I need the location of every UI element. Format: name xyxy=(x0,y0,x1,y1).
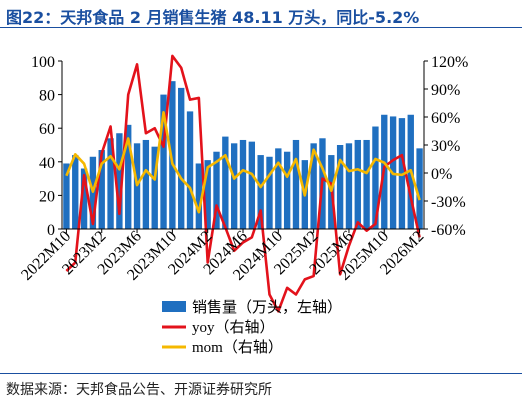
bar-2026M2 xyxy=(416,148,423,229)
bars-group xyxy=(63,81,423,229)
title-rule xyxy=(0,27,522,28)
left-tick-label: 0 xyxy=(47,222,55,239)
bar-2023M9 xyxy=(160,94,167,229)
bar-2023M3 xyxy=(107,138,114,229)
mom-line xyxy=(65,111,421,214)
legend-label-mom: mom（右轴） xyxy=(192,339,283,356)
left-tick-label: 40 xyxy=(39,155,55,172)
right-tick-label: 0% xyxy=(431,166,452,183)
legend-swatch-sales xyxy=(162,301,186,312)
bar-2025M5 xyxy=(336,145,344,229)
left-tick-label: 60 xyxy=(39,121,55,138)
right-tick-label: -30% xyxy=(431,194,466,211)
bar-2024M3 xyxy=(213,151,220,229)
right-tick-label: 120% xyxy=(431,54,468,71)
bar-2024M10 xyxy=(275,148,282,229)
bar-2023M12 xyxy=(186,111,194,229)
source-rule xyxy=(0,373,522,374)
bar-2024M6 xyxy=(239,139,247,229)
bar-2023M7 xyxy=(142,139,150,229)
bar-2024M1 xyxy=(195,163,203,229)
bar-2023M10 xyxy=(169,81,176,229)
bar-2024M7 xyxy=(248,141,256,229)
left-tick-label: 80 xyxy=(39,88,55,105)
bar-2023M5 xyxy=(125,124,132,229)
right-tick-label: 90% xyxy=(431,82,460,99)
bar-2023M4 xyxy=(116,133,123,229)
legend-label-yoy: yoy（右轴） xyxy=(192,319,275,336)
right-tick-label: -60% xyxy=(431,222,466,239)
bar-2022M11 xyxy=(72,155,79,229)
bar-2025M8 xyxy=(363,139,370,229)
bar-2025M7 xyxy=(354,139,361,229)
left-tick-label: 100 xyxy=(31,54,55,71)
right-tick-label: 30% xyxy=(431,138,460,155)
legend-label-sales: 销售量（万头，左轴） xyxy=(192,299,342,316)
bar-2024M9 xyxy=(266,156,273,229)
chart-title: 图22：天邦食品 2 月销售生猪 48.11 万头，同比-5.2% xyxy=(6,8,420,27)
bar-2024M5 xyxy=(230,143,238,229)
lines-group xyxy=(65,54,421,313)
chart: 020406080100-60%-30%0%30%60%90%120%2022M… xyxy=(18,54,468,356)
bar-2023M2 xyxy=(98,150,105,229)
bar-2022M10 xyxy=(63,163,70,229)
right-tick-label: 60% xyxy=(431,110,460,127)
bar-2025M6 xyxy=(345,143,353,229)
bar-2024M11 xyxy=(283,151,291,229)
bar-2022M12 xyxy=(80,168,88,229)
bar-2025M9 xyxy=(372,126,379,229)
bar-2024M12 xyxy=(292,139,300,229)
bar-2023M8 xyxy=(151,146,158,229)
bar-2024M4 xyxy=(222,136,229,229)
bar-2025M2 xyxy=(310,143,317,229)
bar-2024M8 xyxy=(257,155,264,229)
yoy-line xyxy=(65,54,421,313)
legend: 销售量（万头，左轴） yoy（右轴） mom（右轴） xyxy=(162,299,342,356)
left-tick-label: 20 xyxy=(39,188,55,205)
source-note: 数据来源：天邦食品公告、开源证券研究所 xyxy=(6,382,272,398)
bar-2024M2 xyxy=(204,160,211,229)
bar-2023M11 xyxy=(178,87,185,229)
